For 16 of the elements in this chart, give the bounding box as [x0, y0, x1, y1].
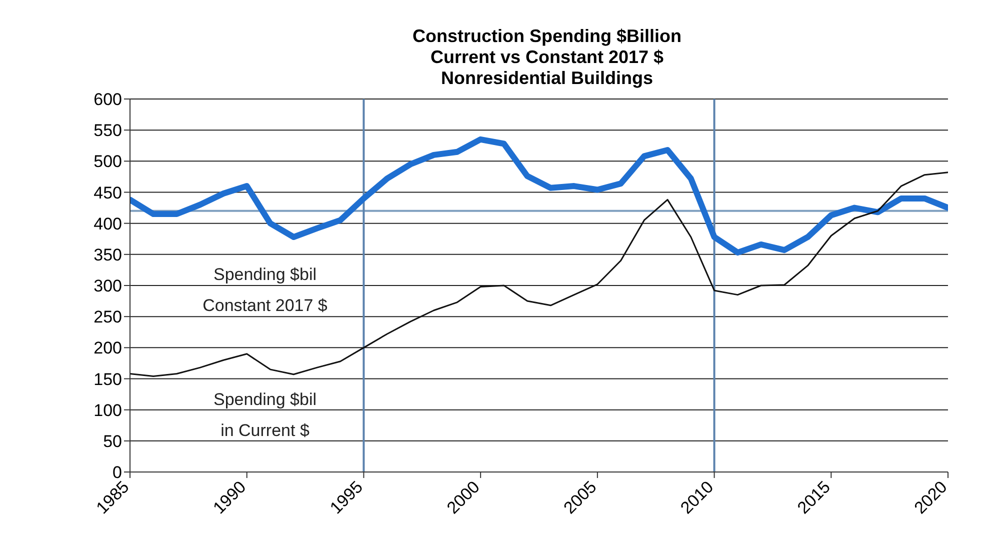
y-tick-label: 300 [94, 276, 122, 296]
y-tick-label: 400 [94, 214, 122, 234]
y-tick-label: 500 [94, 152, 122, 172]
series-label: Spending $bil in Current $ [212, 389, 318, 442]
y-tick-label: 550 [94, 121, 122, 140]
y-tick-label: 150 [94, 370, 122, 389]
y-tick-label: 350 [94, 245, 122, 264]
y-tick-label: 450 [94, 183, 122, 202]
y-tick-label: 100 [94, 400, 122, 420]
y-tick-label: 600 [94, 90, 122, 110]
y-tick-label: 250 [94, 308, 122, 327]
text: Spending $bil Constant 2017 $ [202, 264, 328, 317]
chart-title: Construction Spending $Billion Current vs Constant 2017 $ Nonresidential Buildings [412, 26, 682, 89]
y-tick-label: 50 [103, 432, 122, 451]
line-series [130, 172, 948, 378]
y-tick-label: 200 [94, 338, 122, 358]
